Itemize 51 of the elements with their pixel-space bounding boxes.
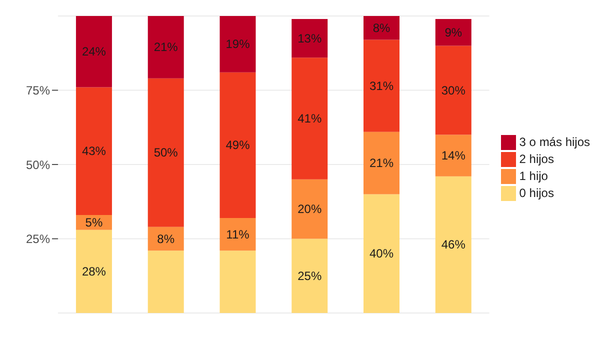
data-label: 11% [226,227,250,242]
data-label: 41% [298,111,322,126]
y-tick-label: 75% [26,84,50,98]
legend-label: 2 hijos [519,152,554,166]
bar [148,78,184,227]
data-label: 24% [82,44,106,59]
data-label: 49% [226,138,250,152]
bar [292,179,328,239]
y-tick-label: 50% [26,158,50,172]
y-tick-label: 25% [26,232,50,246]
legend-label: 1 hijo [519,169,548,183]
data-label: 40% [369,246,394,261]
data-label: 14% [441,148,466,163]
bar [364,16,400,40]
bar [435,134,472,176]
data-label: 50% [154,146,178,160]
bar [220,250,256,313]
data-label: 8% [372,20,391,35]
bar [220,218,256,251]
bar [148,250,184,313]
bar [220,16,256,72]
data-label: 43% [82,144,106,158]
bar [76,16,112,88]
data-label: 21% [369,156,394,170]
data-label: 21% [154,40,178,54]
bar [76,230,112,313]
bar [364,194,400,313]
data-label: 8% [157,232,175,246]
data-label: 28% [82,264,106,278]
data-label: 30% [441,83,466,98]
bar [220,72,256,218]
data-label: 31% [369,78,394,93]
bar [292,18,328,58]
data-label: 5% [85,215,103,230]
bar [148,16,184,78]
bar [292,58,328,180]
bar [364,132,400,194]
bar [435,176,472,313]
data-label: 46% [441,238,466,252]
legend-label: 3 o más hijos [519,135,590,149]
data-label: 13% [298,31,322,46]
data-label: 19% [226,37,250,52]
data-label: 9% [444,25,462,40]
bar [435,46,472,135]
bar [435,18,472,46]
data-label: 25% [298,268,322,283]
bar [76,87,112,215]
bar [364,40,400,132]
bar [292,238,328,313]
data-label: 20% [298,202,322,216]
legend-label: 0 hijos [519,186,554,200]
